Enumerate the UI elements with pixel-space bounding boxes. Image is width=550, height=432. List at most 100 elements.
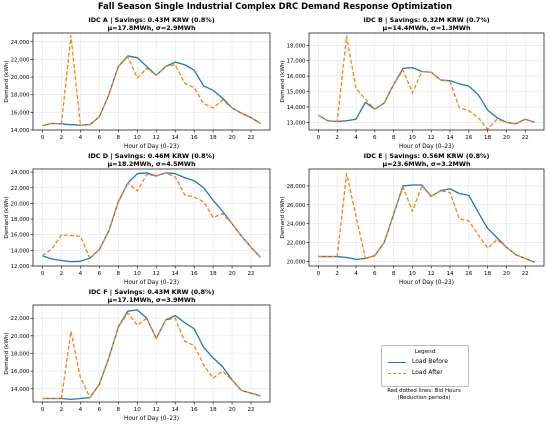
x-tick-label: 2 (335, 271, 339, 277)
x-tick-label: 8 (117, 271, 121, 277)
chart-subtitle: μ=23.6MWh, σ=3.2MWh (382, 160, 470, 168)
x-tick-label: 14 (172, 407, 180, 413)
y-tick-label: 22,000 (11, 57, 30, 63)
y-tick-label: 20,000 (11, 75, 30, 81)
x-tick-label: 12 (153, 271, 160, 277)
chart-title: IDC B | Savings: 0.32M KRW (0.7%) (363, 16, 489, 25)
y-tick-label: 15,000 (287, 90, 306, 96)
x-tick-label: 10 (134, 271, 142, 277)
legend: Legend Load Before Load After (381, 345, 469, 387)
x-axis-label: Hour of Day (0–23) (399, 144, 454, 150)
chart-title: IDC E | Savings: 0.56M KRW (0.8%) (364, 152, 490, 161)
x-tick-label: 2 (60, 271, 64, 277)
series-line-load-before (42, 172, 261, 263)
y-tick-label: 26,000 (287, 203, 306, 209)
y-tick-label: 22,000 (287, 240, 306, 246)
x-tick-label: 14 (446, 271, 454, 277)
legend-swatch-after (388, 373, 406, 374)
axes-frame (32, 32, 271, 131)
legend-label-before: Load Before (412, 358, 448, 365)
x-tick-label: 6 (98, 135, 102, 141)
x-tick-label: 2 (335, 135, 339, 141)
axes-frame (308, 32, 545, 131)
x-tick-label: 22 (247, 271, 254, 277)
y-tick-label: 18,000 (11, 93, 30, 99)
y-axis-label: Demand (kWh) (280, 196, 286, 238)
series-line-load-after (42, 172, 261, 259)
x-tick-label: 10 (409, 135, 417, 141)
chart-subtitle: μ=18.2MWh, σ=4.5MWh (107, 160, 195, 168)
y-tick-label: 12,000 (11, 264, 30, 270)
axes-frame (32, 168, 271, 267)
y-tick-label: 20,000 (11, 334, 30, 340)
series-line-load-before (42, 55, 261, 127)
x-tick-label: 12 (428, 135, 435, 141)
y-tick-label: 14,000 (11, 387, 30, 393)
x-tick-label: 0 (41, 407, 45, 413)
x-tick-label: 0 (41, 271, 45, 277)
series-line-load-before (318, 66, 535, 125)
series-line-load-after (42, 312, 261, 400)
x-tick-label: 12 (428, 271, 435, 277)
chart-subtitle: μ=14.4MWh, σ=1.3MWh (382, 24, 470, 32)
chart-panel-3: 0 2 4 6 8 10 12 14 16 18 20 22 20,000 22,000 24,000 26,… (280, 152, 545, 286)
x-tick-label: 14 (446, 135, 454, 141)
x-tick-label: 20 (229, 407, 237, 413)
y-tick-label: 24,000 (287, 222, 306, 228)
y-tick-label: 14,000 (11, 248, 30, 254)
x-tick-label: 6 (98, 407, 102, 413)
y-axis-label: Demand (kWh) (4, 332, 10, 374)
y-tick-label: 16,000 (11, 233, 30, 239)
y-tick-label: 20,000 (11, 201, 30, 207)
chart-subtitle: μ=17.1MWh, σ=3.9MWh (107, 296, 195, 304)
y-tick-label: 16,000 (11, 369, 30, 375)
x-tick-label: 12 (153, 135, 160, 141)
y-tick-label: 22,000 (11, 186, 30, 192)
x-tick-label: 10 (134, 407, 142, 413)
series-line-load-before (318, 184, 535, 263)
chart-title: IDC A | Savings: 0.43M KRW (0.8%) (88, 16, 214, 25)
x-tick-label: 20 (229, 135, 237, 141)
x-tick-label: 0 (317, 135, 321, 141)
chart-panel-2: 0 2 4 6 8 10 12 14 16 18 20 22 12,000 14,000 16,000 18,… (4, 152, 271, 286)
x-axis-label: Hour of Day (0–23) (124, 144, 179, 150)
legend-note: Red dotted lines: Bid Hours (Reduction p… (360, 388, 488, 402)
y-tick-label: 17,000 (287, 59, 306, 65)
x-tick-label: 12 (153, 407, 160, 413)
y-tick-label: 14,000 (287, 105, 306, 111)
x-tick-label: 2 (60, 135, 64, 141)
x-tick-label: 20 (503, 271, 511, 277)
x-tick-label: 8 (392, 271, 396, 277)
chart-panel-1: 0 2 4 6 8 10 12 14 16 18 20 22 13,000 14,000 15,000 16,… (280, 16, 545, 150)
x-tick-label: 22 (247, 135, 254, 141)
x-tick-label: 8 (392, 135, 396, 141)
legend-label-after: Load After (412, 369, 443, 376)
chart-panel-0: 0 2 4 6 8 10 12 14 16 18 20 22 14,000 16,000 18,000 20,… (4, 16, 271, 150)
figure-title: Fall Season Single Industrial Complex DR… (97, 1, 453, 11)
y-tick-label: 22,000 (11, 316, 30, 322)
x-tick-label: 6 (373, 135, 377, 141)
x-tick-label: 0 (41, 135, 45, 141)
x-tick-label: 0 (317, 271, 321, 277)
x-tick-label: 8 (117, 407, 121, 413)
x-tick-label: 4 (79, 135, 83, 141)
y-tick-label: 18,000 (11, 217, 30, 223)
x-tick-label: 16 (191, 135, 199, 141)
x-tick-label: 4 (79, 407, 83, 413)
x-tick-label: 2 (60, 407, 64, 413)
series-line-load-after (318, 35, 535, 130)
x-axis-label: Hour of Day (0–23) (399, 280, 454, 286)
x-tick-label: 6 (373, 271, 377, 277)
legend-title: Legend (414, 349, 436, 355)
x-tick-label: 18 (484, 135, 492, 141)
x-tick-label: 8 (117, 135, 121, 141)
chart-panel-4: 0 2 4 6 8 10 12 14 16 18 20 22 14,000 16,000 18,000 20,… (4, 288, 271, 422)
x-axis-label: Hour of Day (0–23) (124, 280, 179, 286)
x-tick-label: 6 (98, 271, 102, 277)
chart-subtitle: μ=17.8MWh, σ=2.9MWh (107, 24, 195, 32)
x-tick-label: 16 (465, 135, 473, 141)
y-axis-label: Demand (kWh) (280, 60, 286, 102)
x-tick-label: 22 (522, 271, 529, 277)
y-tick-label: 16,000 (11, 110, 30, 116)
